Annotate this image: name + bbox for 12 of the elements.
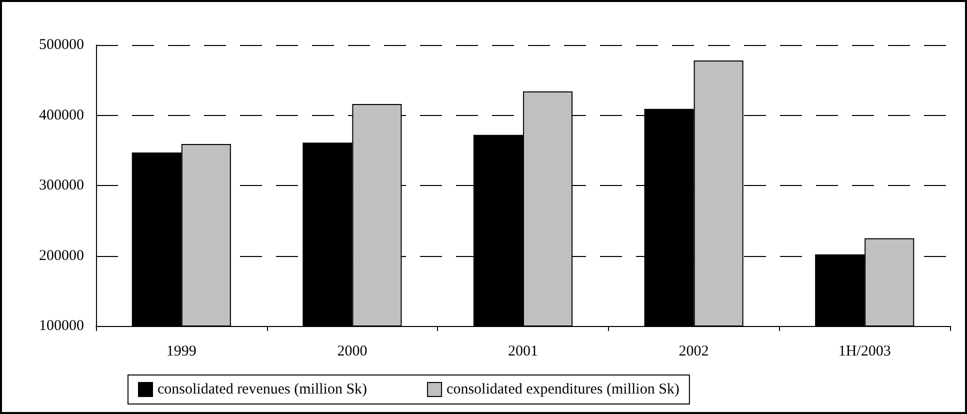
- y-tick-label: 200000: [39, 248, 84, 264]
- y-tick-label: 300000: [39, 178, 84, 194]
- x-tick-label: 2000: [337, 344, 368, 360]
- legend-label: consolidated expenditures (million Sk): [446, 382, 680, 398]
- y-tick-label: 400000: [39, 107, 84, 124]
- x-tick-label: 2002: [678, 344, 709, 360]
- y-tick-label: 100000: [39, 318, 84, 334]
- x-tick-label: 2001: [508, 344, 538, 360]
- x-tick-label: 1H/2003: [838, 344, 891, 360]
- legend-label: consolidated revenues (million Sk): [158, 382, 368, 398]
- x-tick-label: 1999: [166, 344, 196, 360]
- y-tick-label: 500000: [39, 37, 84, 53]
